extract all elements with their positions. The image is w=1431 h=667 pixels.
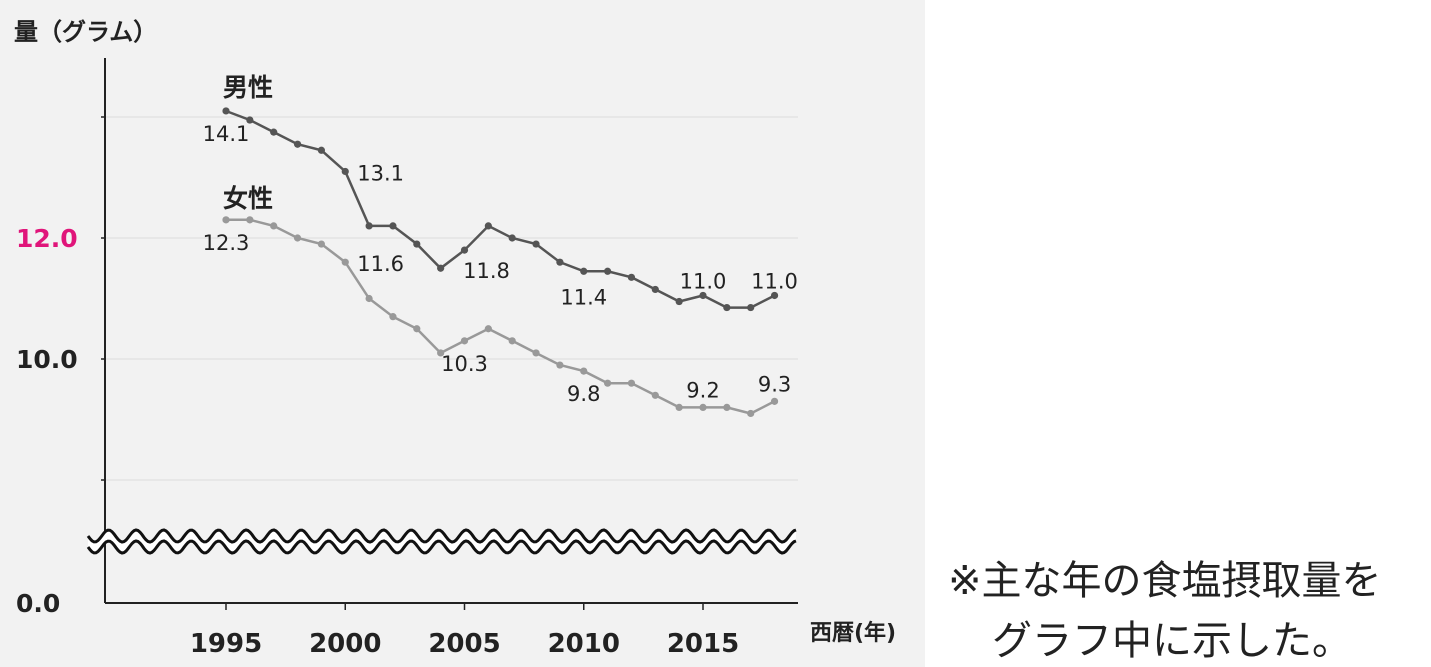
- data-point: [365, 294, 373, 303]
- data-point: [747, 409, 755, 418]
- data-label: 10.3: [441, 352, 488, 376]
- x-tick-label: 1995: [190, 629, 262, 659]
- data-point: [365, 222, 373, 230]
- note-line-2: グラフ中に示した。: [992, 618, 1352, 664]
- data-point: [293, 234, 302, 242]
- x-tick-label: 2015: [667, 629, 739, 659]
- data-point: [293, 140, 302, 148]
- axes: [101, 58, 798, 610]
- x-tick-label: 2010: [548, 629, 620, 659]
- axis-break: [86, 528, 797, 555]
- data-label: 14.1: [203, 122, 250, 146]
- data-point: [413, 240, 421, 248]
- data-point: [270, 128, 278, 136]
- data-point: [651, 285, 659, 294]
- data-point: [508, 337, 516, 345]
- data-label: 13.1: [357, 161, 404, 185]
- series-group: [222, 107, 779, 418]
- data-point: [246, 116, 254, 124]
- y-tick-label: 10.0: [16, 345, 78, 374]
- data-point: [532, 240, 540, 248]
- data-point: [675, 403, 683, 411]
- data-point: [723, 403, 731, 411]
- data-label: 11.6: [357, 252, 404, 276]
- series-name-label: 男性: [223, 73, 273, 102]
- data-point: [484, 325, 492, 333]
- data-point: [699, 291, 707, 300]
- data-point: [341, 167, 349, 176]
- y-axis-title: 量（グラム）: [14, 18, 157, 46]
- data-point: [604, 379, 612, 387]
- data-label: 11.0: [751, 270, 798, 294]
- y-tick-label: 0.0: [16, 589, 60, 618]
- series-line-male: [225, 109, 776, 309]
- data-point: [437, 349, 445, 357]
- data-point: [341, 258, 349, 266]
- data-point: [651, 391, 659, 399]
- data-point: [460, 246, 469, 254]
- data-point: [747, 303, 755, 312]
- plot-background: [0, 0, 925, 667]
- data-point: [580, 267, 588, 275]
- data-point: [627, 379, 636, 387]
- data-point: [222, 107, 230, 115]
- data-point: [556, 361, 564, 369]
- axis-break-wave-bottom: [86, 539, 797, 555]
- y-tick-label: 12.0: [16, 224, 78, 253]
- data-point: [508, 234, 516, 242]
- x-tick-label: 2000: [309, 629, 381, 659]
- data-point: [604, 267, 612, 275]
- data-point: [770, 291, 779, 300]
- series-name-label: 女性: [223, 184, 273, 213]
- grid-lines: [105, 116, 798, 481]
- chart-text: 1995 2000 2005 2010 2015 0.0 10.0 12.0 量（グラム） 西暦(…: [14, 18, 896, 659]
- data-point: [246, 216, 254, 224]
- note-line-1: ※主な年の食塩摂取量を: [948, 558, 1382, 604]
- data-label: 11.0: [680, 270, 727, 294]
- series-line-female: [226, 218, 776, 415]
- data-point: [413, 325, 421, 333]
- data-point: [627, 273, 636, 281]
- data-point: [389, 222, 397, 230]
- data-point: [556, 258, 564, 266]
- data-point: [437, 264, 445, 272]
- data-label: 9.3: [758, 372, 791, 396]
- data-point: [389, 313, 397, 321]
- x-tick-label: 2005: [428, 629, 500, 659]
- data-label: 11.4: [560, 285, 607, 309]
- data-label: 11.8: [463, 259, 510, 283]
- axis-break-wave-top: [86, 528, 797, 544]
- data-point: [770, 397, 779, 405]
- data-point: [317, 146, 325, 154]
- data-point: [317, 240, 325, 248]
- data-label: 9.2: [686, 378, 719, 402]
- data-point: [580, 367, 588, 375]
- data-point: [484, 222, 492, 230]
- data-point: [675, 297, 683, 306]
- data-point: [699, 403, 707, 411]
- data-label: 9.8: [567, 382, 600, 406]
- data-point: [532, 349, 540, 357]
- data-point: [460, 337, 469, 345]
- data-point: [270, 222, 278, 230]
- x-axis-title: 西暦(年): [810, 620, 896, 646]
- data-point: [723, 303, 731, 312]
- data-label: 12.3: [203, 231, 250, 255]
- data-point: [222, 216, 230, 224]
